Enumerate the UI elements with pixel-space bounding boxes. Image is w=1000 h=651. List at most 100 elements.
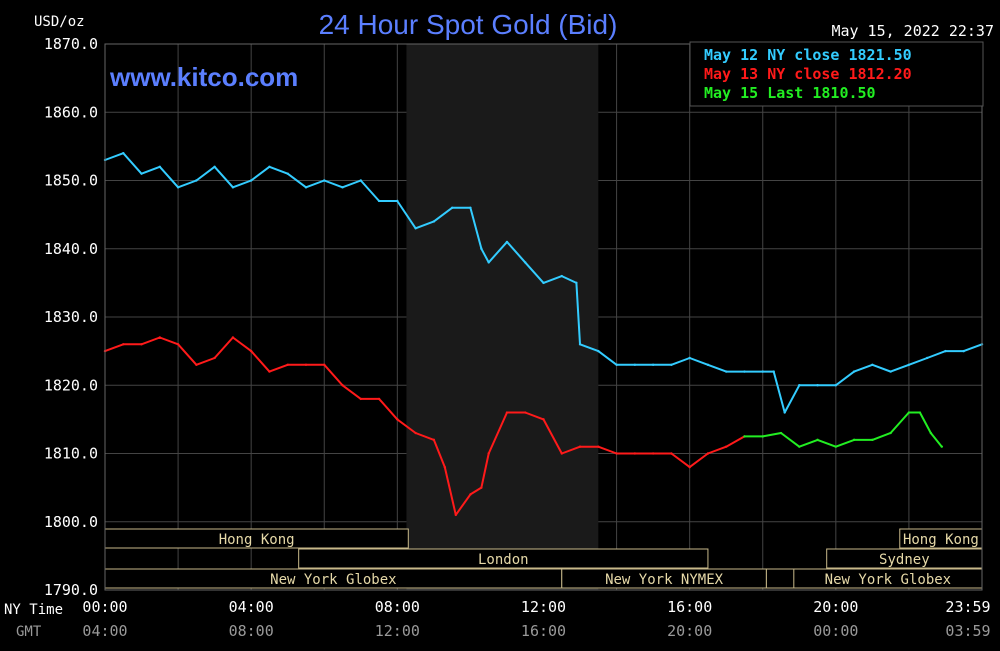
y-tick-label: 1790.0 bbox=[44, 581, 98, 599]
data-point bbox=[487, 452, 490, 455]
data-point bbox=[377, 199, 381, 203]
data-point bbox=[286, 172, 289, 175]
ny-time-label: NY Time bbox=[4, 602, 63, 618]
gmt-label: GMT bbox=[16, 624, 42, 640]
data-point bbox=[852, 438, 856, 442]
data-point bbox=[962, 349, 965, 353]
data-point bbox=[798, 384, 801, 387]
data-point bbox=[560, 452, 563, 455]
data-point bbox=[706, 452, 710, 455]
legend: May 12 NY close 1821.50 May 13 NY close … bbox=[689, 41, 984, 107]
x-tick-label-gmt: 12:00 bbox=[375, 622, 420, 640]
data-point bbox=[761, 370, 764, 373]
data-point bbox=[929, 431, 933, 435]
data-point bbox=[670, 363, 673, 366]
legend-box bbox=[689, 41, 984, 107]
data-point bbox=[651, 452, 655, 455]
x-tick-label-ny: 04:00 bbox=[229, 598, 274, 616]
y-tick-label: 1860.0 bbox=[44, 103, 98, 121]
data-point bbox=[450, 206, 454, 209]
data-point bbox=[249, 179, 253, 182]
data-point bbox=[651, 363, 655, 366]
data-point bbox=[158, 165, 162, 169]
data-point bbox=[871, 363, 874, 366]
y-tick-label: 1820.0 bbox=[44, 376, 98, 394]
data-point bbox=[615, 452, 618, 455]
data-point bbox=[743, 370, 746, 373]
x-tick-label-gmt: 04:00 bbox=[82, 622, 127, 640]
x-tick-label-gmt: 00:00 bbox=[813, 622, 858, 640]
plot-frame bbox=[104, 43, 983, 591]
x-tick-label-gmt: 20:00 bbox=[667, 622, 712, 640]
data-point bbox=[231, 336, 235, 339]
data-point bbox=[249, 349, 253, 353]
data-point bbox=[231, 186, 235, 189]
session-bar: London bbox=[298, 548, 709, 569]
session-bar: Hong Kong bbox=[104, 528, 409, 549]
data-point bbox=[359, 179, 362, 182]
y-tick-label: 1830.0 bbox=[44, 308, 98, 326]
data-point bbox=[633, 363, 637, 366]
data-point bbox=[834, 384, 838, 387]
data-point bbox=[575, 281, 578, 285]
data-point bbox=[889, 431, 892, 435]
data-point bbox=[725, 370, 728, 373]
data-point bbox=[480, 486, 483, 489]
data-point bbox=[852, 370, 856, 373]
data-point bbox=[798, 445, 801, 448]
data-point bbox=[432, 438, 436, 442]
data-point bbox=[122, 152, 125, 155]
chart-title: 24 Hour Spot Gold (Bid) bbox=[319, 9, 618, 40]
data-point bbox=[469, 493, 472, 496]
data-point bbox=[176, 186, 180, 189]
x-tick-label-ny: 20:00 bbox=[813, 598, 858, 616]
data-point bbox=[454, 513, 457, 517]
data-point bbox=[304, 363, 308, 366]
data-point bbox=[268, 370, 271, 373]
data-point bbox=[396, 418, 399, 421]
data-point bbox=[176, 343, 180, 346]
data-point bbox=[524, 411, 527, 414]
session-label: Hong Kong bbox=[219, 532, 295, 548]
data-point bbox=[816, 438, 819, 442]
data-point bbox=[783, 411, 786, 414]
session-bar: New York Globex bbox=[104, 568, 563, 589]
session-label: New York Globex bbox=[825, 572, 951, 588]
y-tick-label: 1840.0 bbox=[44, 240, 98, 258]
x-tick-label-ny: 16:00 bbox=[667, 598, 712, 616]
data-point bbox=[889, 370, 892, 373]
data-point bbox=[480, 247, 483, 250]
data-point bbox=[359, 397, 362, 401]
data-point bbox=[816, 384, 819, 387]
data-point bbox=[443, 465, 447, 469]
data-point bbox=[688, 356, 691, 360]
data-point bbox=[195, 179, 198, 182]
data-point bbox=[940, 445, 944, 448]
data-point bbox=[469, 206, 472, 209]
session-bar: New York Globex bbox=[793, 568, 983, 589]
session-bar: Sydney bbox=[826, 548, 983, 569]
data-point bbox=[772, 370, 775, 373]
data-point bbox=[195, 363, 198, 366]
data-point bbox=[578, 343, 582, 346]
timestamp: May 15, 2022 22:37 bbox=[831, 22, 994, 40]
data-point bbox=[158, 336, 162, 339]
session-label: New York Globex bbox=[270, 572, 396, 588]
data-point bbox=[918, 411, 922, 414]
data-point bbox=[779, 431, 783, 435]
data-point bbox=[341, 186, 344, 189]
series-line-may-13 bbox=[104, 336, 745, 516]
data-point bbox=[377, 397, 381, 401]
data-point bbox=[907, 363, 911, 366]
series-line-may-12 bbox=[104, 152, 983, 414]
data-point bbox=[834, 445, 838, 448]
x-tick-label-ny: 08:00 bbox=[375, 598, 420, 616]
data-point bbox=[140, 343, 143, 346]
data-point bbox=[140, 172, 143, 175]
data-point bbox=[213, 165, 216, 169]
data-point bbox=[323, 179, 326, 182]
data-point bbox=[487, 261, 490, 264]
data-point bbox=[871, 438, 874, 442]
watermark: www.kitco.com bbox=[109, 62, 298, 92]
